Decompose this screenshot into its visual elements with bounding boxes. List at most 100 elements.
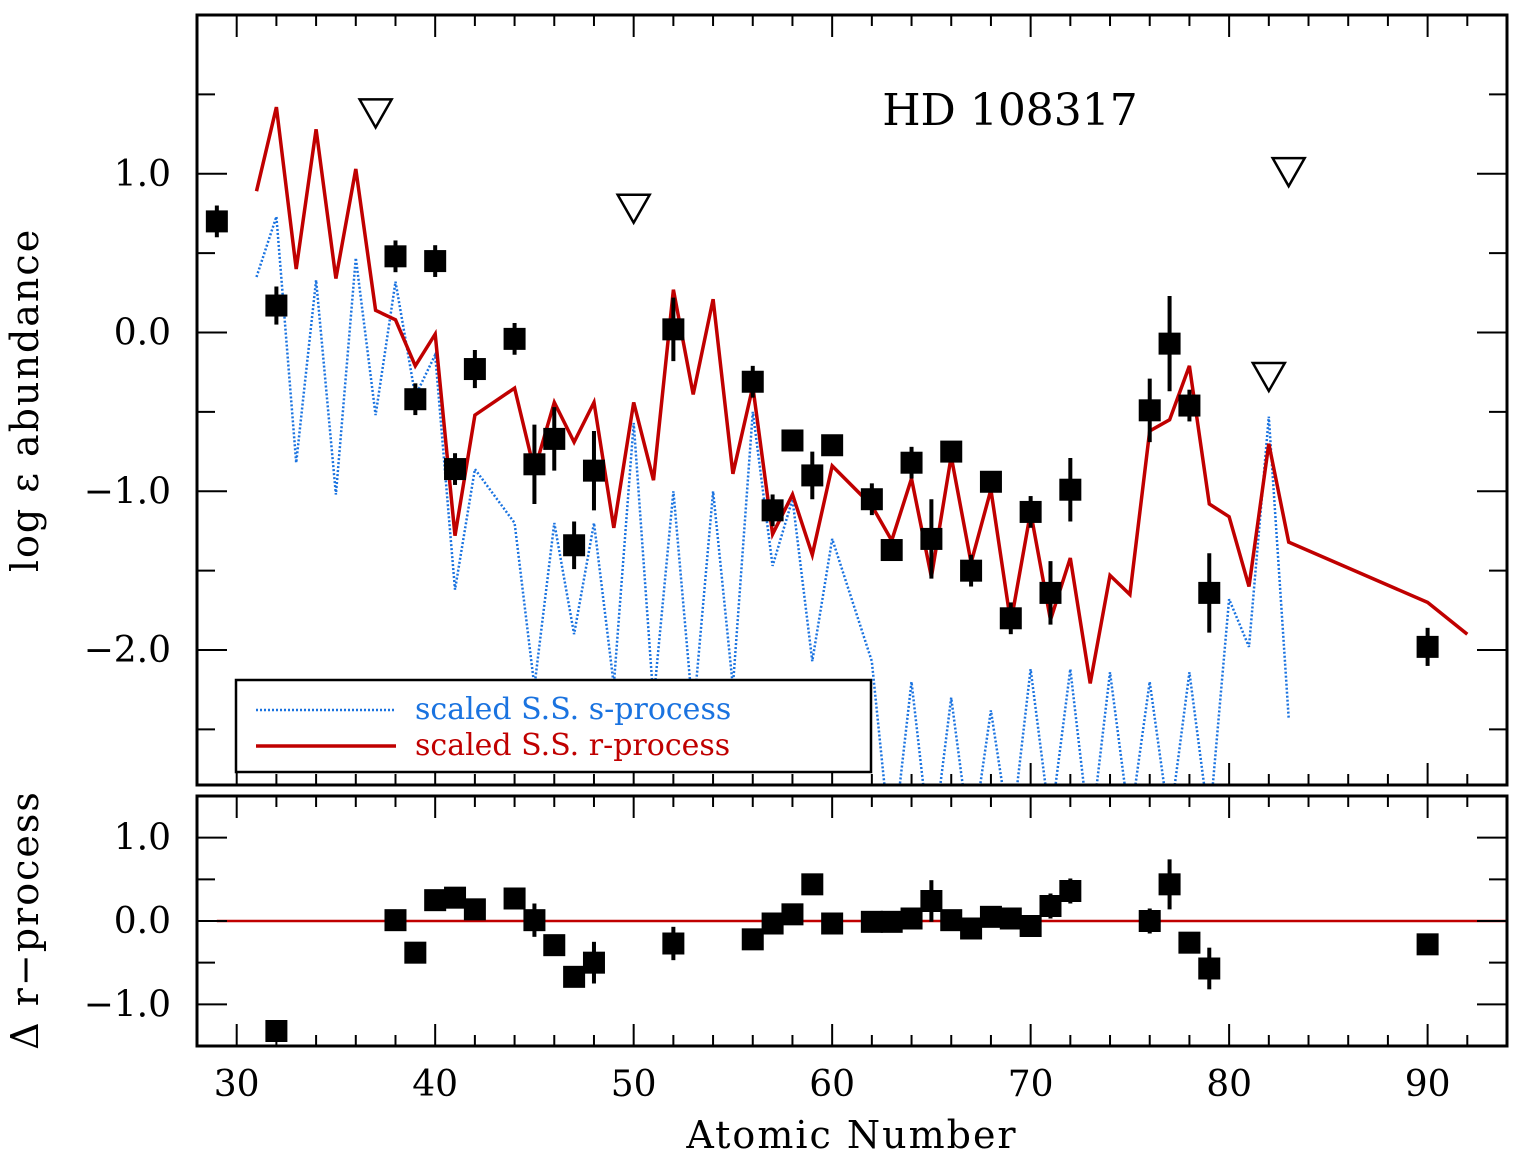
bottom-y-tick-label: 1.0: [114, 818, 171, 859]
upper-limit-marker: [615, 193, 652, 226]
top-panel-ticks: −2.0 −1.0 0.0 1.0: [84, 14, 1508, 785]
abundance-point: [860, 488, 883, 511]
star-title: HD 108317: [882, 85, 1138, 136]
bottom-panel: −1.0 0.0 1.0 30 40 50 60 70 80 90 Δ r−process Ato…: [3, 790, 1509, 1157]
residual-point: [1039, 895, 1062, 917]
abundance-point: [1178, 394, 1201, 417]
residual-point: [404, 941, 427, 964]
residual-point: [523, 909, 546, 932]
abundance-point: [999, 607, 1022, 630]
residual-point: [960, 917, 983, 940]
abundance-point: [1158, 332, 1181, 355]
abundance-point: [1019, 500, 1042, 523]
x-tick-label: 50: [611, 1064, 657, 1105]
abundance-point: [920, 527, 943, 550]
legend-box: [234, 678, 873, 774]
abundance-point: [543, 427, 566, 450]
upper-limit-marker: [1270, 156, 1307, 189]
abundance-point: [582, 459, 605, 482]
x-tick-label: 40: [412, 1064, 458, 1105]
residual-point: [543, 934, 566, 957]
abundance-point: [1039, 581, 1062, 604]
r-process-curve: [254, 106, 1469, 684]
upper-limit-marker: [357, 98, 394, 130]
abundance-point: [404, 388, 427, 411]
bottom-y-tick-label: 0.0: [114, 901, 171, 942]
abundance-point: [205, 210, 228, 233]
residual-point: [781, 903, 804, 926]
legend-s-process-label: scaled S.S. s-process: [415, 692, 731, 727]
top-y-tick-label: −2.0: [84, 630, 171, 671]
abundance-point: [1059, 478, 1082, 501]
residual-point: [1059, 880, 1082, 902]
x-tick-label: 80: [1206, 1064, 1252, 1105]
abundance-point: [265, 294, 288, 317]
top-panel: −2.0 −1.0 0.0 1.0 HD 108317 log ε abundance…: [3, 13, 1509, 787]
top-panel-frame: [195, 13, 1509, 787]
upper-limits: [357, 98, 1307, 394]
top-y-tick-label: 1.0: [114, 154, 171, 195]
residual-point: [503, 887, 526, 910]
x-tick-label: 60: [809, 1064, 855, 1105]
residual-point: [1158, 873, 1181, 896]
x-tick-label: 30: [214, 1064, 260, 1105]
residual-point: [1019, 915, 1042, 937]
bottom-panel-ticks: −1.0 0.0 1.0 30 40 50 60 70 80 90: [84, 795, 1508, 1105]
residual-point: [880, 910, 903, 933]
residual-point: [821, 912, 844, 935]
residual-point: [424, 889, 447, 912]
legend-r-process-label: scaled S.S. r-process: [415, 728, 730, 763]
observed-abundances: [205, 205, 1439, 666]
abundance-point: [979, 470, 1002, 493]
abundance-point: [523, 453, 546, 476]
residual-point: [741, 928, 764, 951]
abundance-point: [761, 499, 784, 522]
abundance-point: [960, 559, 983, 582]
residual-point: [1178, 931, 1201, 954]
residual-point: [761, 912, 784, 935]
residual-point: [444, 886, 467, 909]
abundance-point: [662, 318, 685, 341]
residual-point: [979, 905, 1002, 928]
abundance-point: [384, 245, 407, 268]
model-curves: [254, 106, 1469, 785]
residual-point: [1416, 933, 1439, 956]
abundance-point: [781, 429, 804, 452]
abundance-point: [900, 451, 923, 474]
abundance-point: [503, 327, 526, 350]
x-tick-label: 90: [1405, 1064, 1451, 1105]
residual-point: [920, 890, 943, 912]
bottom-panel-frame: [195, 794, 1509, 1048]
abundance-point: [463, 358, 486, 381]
x-tick-label: 70: [1008, 1064, 1054, 1105]
residual-point: [801, 873, 824, 896]
abundance-point: [880, 539, 903, 562]
bottom-y-axis-label: Δ r−process: [3, 790, 47, 1050]
upper-limit-marker: [1250, 361, 1287, 394]
s-process-curve: [255, 216, 1290, 785]
residual-point: [463, 898, 486, 921]
abundance-point: [424, 250, 447, 273]
x-axis-label: Atomic Number: [685, 1113, 1017, 1157]
residual-point: [662, 932, 685, 955]
abundance-point: [741, 370, 764, 393]
residual-point: [999, 907, 1022, 930]
abundance-point: [801, 464, 824, 487]
residual-point: [860, 910, 883, 933]
residual-point: [900, 907, 923, 930]
abundance-point: [1138, 399, 1161, 422]
abundance-point: [444, 458, 467, 481]
residual-point: [384, 909, 407, 932]
residual-point: [940, 909, 963, 932]
abundance-point: [940, 440, 963, 463]
residual-point: [1138, 910, 1161, 932]
residual-point: [1198, 957, 1221, 980]
top-y-axis-label: log ε abundance: [3, 228, 47, 572]
bottom-y-tick-label: −1.0: [84, 984, 171, 1025]
legend: scaled S.S. s-process scaled S.S. r-proc…: [234, 678, 873, 774]
residual-points: [265, 859, 1439, 1042]
residual-point: [563, 965, 586, 988]
top-y-tick-label: 0.0: [114, 313, 171, 354]
abundance-point: [821, 434, 844, 457]
